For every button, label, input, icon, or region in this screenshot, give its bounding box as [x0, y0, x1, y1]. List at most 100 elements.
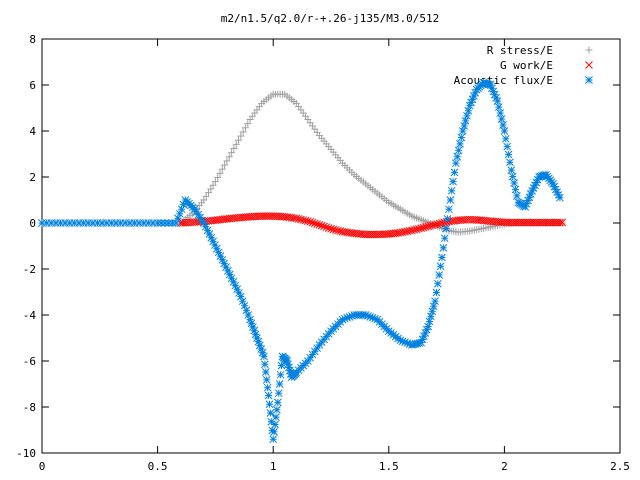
data-point-fill	[435, 271, 444, 279]
legend-marker	[585, 61, 593, 69]
data-point-fill	[438, 219, 446, 227]
data-point-fill	[272, 413, 280, 421]
x-tick-label: 1.5	[379, 460, 399, 473]
data-point-fill	[433, 279, 442, 288]
data-point-fill	[453, 152, 462, 161]
data-point-fill	[405, 226, 414, 235]
data-point-fill	[266, 409, 275, 417]
series-0	[177, 90, 566, 236]
data-point-fill	[204, 189, 212, 197]
data-point-fill	[504, 150, 513, 159]
data-point-fill	[424, 222, 432, 231]
data-point-fill	[299, 216, 308, 224]
legend-marker	[585, 76, 593, 84]
x-tick-label: 0.5	[148, 460, 168, 473]
data-point-fill	[454, 146, 463, 155]
chart-title: m2/n1.5/q2.0/r-+.26-j135/M3.0/512	[221, 12, 440, 25]
data-point-fill	[417, 224, 426, 233]
data-point	[327, 224, 335, 233]
x-tick-label: 0	[39, 460, 46, 473]
series-1	[176, 212, 567, 239]
data-point-fill	[334, 226, 342, 235]
data-point-fill	[503, 142, 512, 151]
data-point-fill	[276, 370, 285, 379]
data-point-fill	[428, 307, 437, 316]
data-point-fill	[221, 161, 229, 169]
data-point-fill	[501, 134, 510, 143]
data-point-fill	[461, 117, 470, 125]
data-point-fill	[263, 383, 272, 392]
data-point-fill	[294, 215, 303, 223]
data-point-fill	[435, 219, 444, 228]
data-point	[556, 193, 564, 202]
data-point-fill	[273, 405, 281, 414]
data-point-fill	[508, 172, 517, 181]
data-point-fill	[457, 133, 466, 142]
data-point-fill	[401, 227, 409, 236]
data-point-fill	[301, 216, 310, 225]
data-point-fill	[460, 122, 469, 130]
data-point-fill	[262, 376, 271, 384]
data-point-fill	[513, 192, 521, 200]
data-point-fill	[497, 115, 506, 123]
y-tick-label: -2	[23, 263, 36, 276]
data-point-fill	[496, 109, 505, 117]
data-point-fill	[425, 317, 434, 326]
data-point-fill	[270, 427, 278, 436]
data-point-fill	[421, 223, 430, 231]
data-point-fill	[439, 243, 448, 252]
data-point	[424, 322, 432, 331]
plot-frame	[41, 38, 621, 454]
y-tick-label: 4	[29, 125, 36, 138]
data-point-fill	[324, 224, 333, 232]
data-point	[396, 228, 405, 237]
legend-label: Acoustic flux/E	[454, 74, 553, 87]
data-point-fill	[230, 144, 238, 152]
data-point-fill	[320, 222, 328, 231]
data-point-fill	[313, 220, 321, 228]
data-point-fill	[209, 181, 217, 189]
data-point-fill	[277, 361, 286, 370]
data-point-fill	[228, 149, 236, 157]
data-point	[200, 196, 208, 204]
data-point-fill	[271, 420, 279, 429]
x-tick-label: 1	[270, 460, 277, 473]
data-point	[260, 352, 268, 361]
legend-label: G work/E	[500, 59, 553, 72]
data-point-fill	[275, 380, 284, 388]
data-point-fill	[556, 218, 564, 227]
axis-ticks: 0 0.5 1 1.5 2 2.5 -10 -8 -6 -4 -2 0 2 4 6 8	[16, 33, 630, 473]
data-point	[445, 205, 453, 214]
x-tick-label: 2.5	[610, 460, 630, 473]
legend: R stress/E G work/E Acoustic flux/E	[454, 44, 593, 87]
data-point-fill	[202, 192, 210, 200]
data-point-fill	[426, 221, 435, 230]
data-point	[419, 223, 428, 232]
data-point-fill	[429, 302, 438, 311]
data-point	[431, 220, 439, 229]
data-point-fill	[432, 288, 441, 297]
data-point	[304, 217, 312, 226]
data-point	[438, 253, 446, 262]
data-point-fill	[265, 400, 274, 409]
data-point-fill	[297, 215, 305, 224]
data-point-fill	[456, 140, 464, 148]
data-point-fill	[261, 368, 270, 376]
data-point	[458, 127, 467, 135]
data-point-fill	[443, 215, 452, 223]
data-point-fill	[463, 111, 471, 120]
data-point-fill	[490, 90, 499, 99]
data-point-fill	[322, 223, 331, 232]
data-point-fill	[494, 103, 503, 111]
data-point-fill	[310, 219, 319, 228]
data-point-fill	[329, 225, 338, 234]
data-point-fill	[447, 186, 456, 195]
data-point-fill	[412, 225, 421, 234]
series-2	[38, 78, 564, 444]
data-point	[315, 220, 324, 229]
data-point-fill	[506, 158, 514, 167]
data-point	[269, 435, 278, 444]
data-point-fill	[216, 169, 224, 177]
y-tick-label: 6	[29, 79, 36, 92]
